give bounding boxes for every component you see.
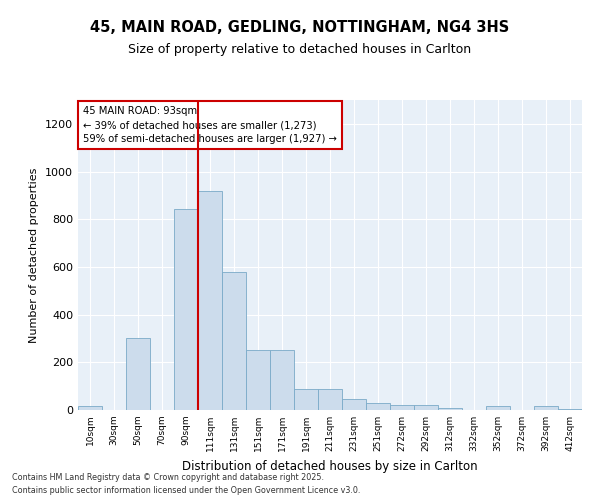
Bar: [246, 350, 270, 410]
Text: Size of property relative to detached houses in Carlton: Size of property relative to detached ho…: [128, 42, 472, 56]
Bar: [198, 190, 222, 410]
Bar: [558, 409, 582, 410]
Bar: [318, 388, 342, 410]
Text: 45 MAIN ROAD: 93sqm
← 39% of detached houses are smaller (1,273)
59% of semi-det: 45 MAIN ROAD: 93sqm ← 39% of detached ho…: [83, 106, 337, 144]
Bar: [414, 405, 438, 410]
Bar: [390, 405, 414, 410]
Text: Contains HM Land Registry data © Crown copyright and database right 2025.: Contains HM Land Registry data © Crown c…: [12, 474, 324, 482]
Bar: [366, 403, 390, 410]
Bar: [342, 400, 366, 410]
Bar: [126, 338, 150, 410]
Bar: [486, 406, 510, 410]
Bar: [78, 406, 102, 410]
Y-axis label: Number of detached properties: Number of detached properties: [29, 168, 40, 342]
Bar: [438, 408, 462, 410]
Bar: [222, 272, 246, 410]
Text: 45, MAIN ROAD, GEDLING, NOTTINGHAM, NG4 3HS: 45, MAIN ROAD, GEDLING, NOTTINGHAM, NG4 …: [91, 20, 509, 35]
Bar: [294, 388, 318, 410]
X-axis label: Distribution of detached houses by size in Carlton: Distribution of detached houses by size …: [182, 460, 478, 472]
Bar: [534, 406, 558, 410]
Bar: [174, 208, 198, 410]
Bar: [270, 350, 294, 410]
Text: Contains public sector information licensed under the Open Government Licence v3: Contains public sector information licen…: [12, 486, 361, 495]
